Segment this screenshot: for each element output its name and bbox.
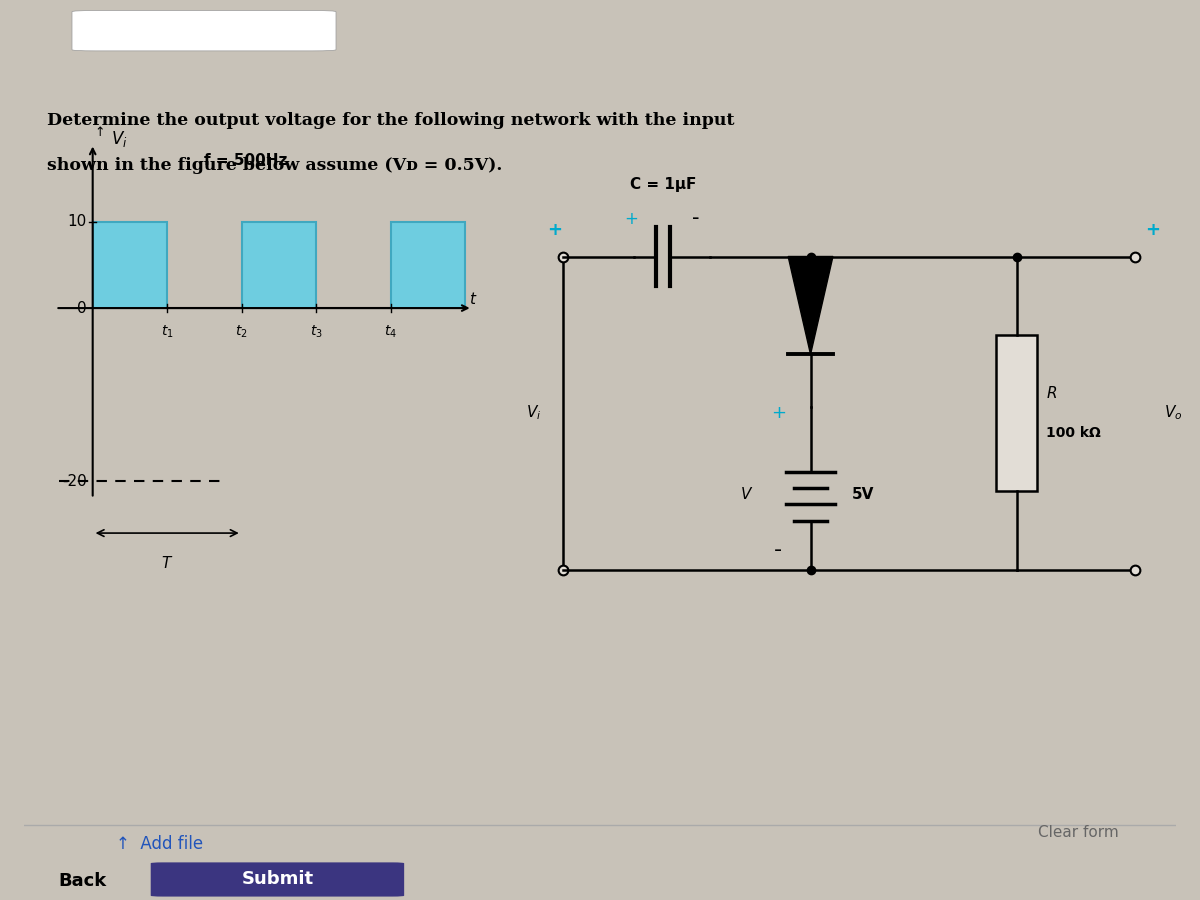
Text: -: - <box>692 208 700 228</box>
Text: +: + <box>770 404 786 422</box>
Text: f = 500Hz: f = 500Hz <box>204 154 288 168</box>
Text: $t_4$: $t_4$ <box>384 324 397 340</box>
Text: -: - <box>774 540 782 560</box>
Polygon shape <box>788 256 833 355</box>
Text: $T$: $T$ <box>161 554 173 571</box>
Text: Determine the output voltage for the following network with the input: Determine the output voltage for the fol… <box>47 112 734 129</box>
Bar <box>996 335 1037 491</box>
Text: ↑  Add file: ↑ Add file <box>116 835 203 853</box>
Text: Submit: Submit <box>241 870 313 888</box>
Bar <box>92 221 167 308</box>
Text: +: + <box>1145 221 1159 239</box>
Text: $\uparrow$: $\uparrow$ <box>92 125 104 140</box>
Text: +: + <box>624 210 638 228</box>
Text: R: R <box>1046 386 1057 401</box>
Bar <box>241 221 316 308</box>
Text: $t_3$: $t_3$ <box>310 324 323 340</box>
Text: $V_i$: $V_i$ <box>112 130 128 149</box>
FancyBboxPatch shape <box>72 11 336 51</box>
Text: Back: Back <box>59 872 107 890</box>
Text: $V_o$: $V_o$ <box>1164 404 1182 422</box>
Bar <box>391 221 466 308</box>
Text: $t$: $t$ <box>469 292 478 308</box>
Text: 5V: 5V <box>852 487 874 502</box>
Text: +: + <box>547 221 562 239</box>
Text: C = 1μF: C = 1μF <box>630 177 696 193</box>
Text: 10: 10 <box>67 214 86 229</box>
Text: $t_1$: $t_1$ <box>161 324 174 340</box>
Text: Clear form: Clear form <box>1038 824 1118 840</box>
Text: $t_2$: $t_2$ <box>235 324 248 340</box>
Text: V: V <box>742 487 751 502</box>
Text: $V_i$: $V_i$ <box>526 404 541 422</box>
Text: 100 kΩ: 100 kΩ <box>1046 426 1100 440</box>
Text: shown in the figure below assume (Vᴅ = 0.5V).: shown in the figure below assume (Vᴅ = 0… <box>47 158 503 175</box>
Text: -20: -20 <box>62 473 86 489</box>
FancyBboxPatch shape <box>151 862 404 896</box>
Text: 0: 0 <box>77 301 86 316</box>
